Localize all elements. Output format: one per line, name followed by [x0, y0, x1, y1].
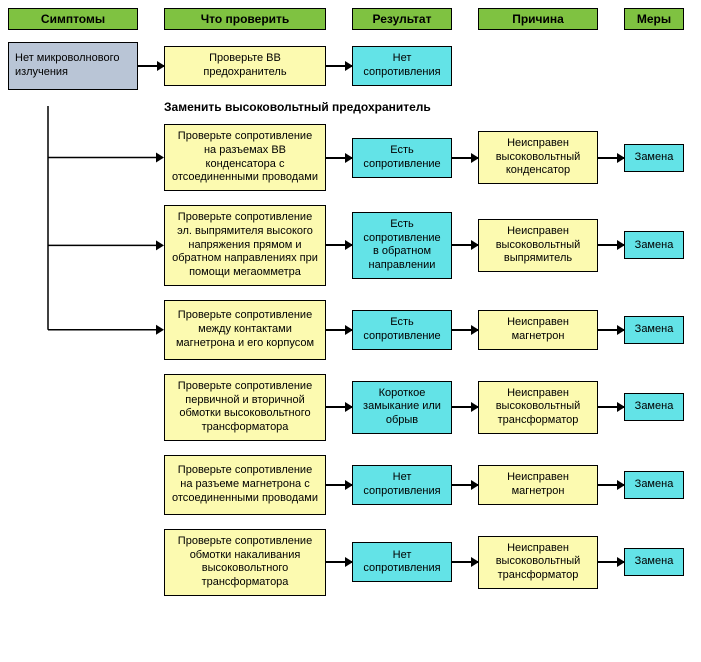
action-box: Замена	[624, 316, 684, 344]
arrow	[326, 65, 352, 67]
note-replace-fuse: Заменить высоковольтный предохранитель	[164, 100, 693, 114]
arrow	[326, 561, 352, 563]
result-box: Есть сопротивление	[352, 310, 452, 350]
result-box: Есть сопротивление	[352, 138, 452, 178]
diagnostic-tree: Проверьте сопротивление на разъемах ВВ к…	[8, 124, 693, 596]
check-box: Проверьте сопротивление эл. выпрямителя …	[164, 205, 326, 286]
result-box: Нет сопротивления	[352, 46, 452, 86]
arrow	[598, 157, 624, 159]
check-box: Проверьте сопротивление на разъемах ВВ к…	[164, 124, 326, 191]
arrow	[452, 561, 478, 563]
arrow	[326, 329, 352, 331]
result-box: Нет сопротивления	[352, 542, 452, 582]
cause-box: Неисправен высоковольтный трансформатор	[478, 536, 598, 589]
arrow	[598, 244, 624, 246]
action-box: Замена	[624, 471, 684, 499]
symptom-box: Нет микроволнового излучения	[8, 42, 138, 90]
header-result: Результат	[352, 8, 452, 30]
cause-box: Неисправен магнетрон	[478, 465, 598, 505]
check-box: Проверьте ВВ предохранитель	[164, 46, 326, 86]
arrow	[598, 561, 624, 563]
arrow	[326, 157, 352, 159]
header-cause: Причина	[478, 8, 598, 30]
diagnostic-row: Проверьте сопротивление первичной и втор…	[8, 374, 693, 441]
arrow	[452, 484, 478, 486]
arrow	[326, 244, 352, 246]
diagnostic-row: Проверьте сопротивление обмотки накалива…	[8, 529, 693, 596]
arrow	[138, 65, 164, 67]
diagnostic-row: Проверьте сопротивление эл. выпрямителя …	[8, 205, 693, 286]
result-box: Короткое замыкание или обрыв	[352, 381, 452, 434]
cause-box: Неисправен высоковольтный трансформатор	[478, 381, 598, 434]
result-box: Нет сопротивления	[352, 465, 452, 505]
check-box: Проверьте сопротивление первичной и втор…	[164, 374, 326, 441]
check-box: Проверьте сопротивление между контактами…	[164, 300, 326, 360]
check-box: Проверьте сопротивление обмотки накалива…	[164, 529, 326, 596]
diagnostic-row: Проверьте сопротивление между контактами…	[8, 300, 693, 360]
arrow	[326, 484, 352, 486]
column-headers: Симптомы Что проверить Результат Причина…	[8, 8, 693, 30]
arrow	[598, 484, 624, 486]
header-check: Что проверить	[164, 8, 326, 30]
action-box: Замена	[624, 144, 684, 172]
cause-box: Неисправен высоковольтный конденсатор	[478, 131, 598, 184]
arrow	[326, 406, 352, 408]
first-row: Нет микроволнового излучения Проверьте В…	[8, 42, 693, 90]
action-box: Замена	[624, 231, 684, 259]
action-box: Замена	[624, 393, 684, 421]
arrow	[598, 329, 624, 331]
check-box: Проверьте сопротивление на разъеме магне…	[164, 455, 326, 515]
arrow	[598, 406, 624, 408]
cause-box: Неисправен высоковольтный выпрямитель	[478, 219, 598, 272]
arrow	[452, 329, 478, 331]
action-box: Замена	[624, 548, 684, 576]
arrow	[452, 406, 478, 408]
header-action: Меры	[624, 8, 684, 30]
header-symptom: Симптомы	[8, 8, 138, 30]
diagnostic-row: Проверьте сопротивление на разъемах ВВ к…	[8, 124, 693, 191]
arrow	[452, 157, 478, 159]
diagnostic-row: Проверьте сопротивление на разъеме магне…	[8, 455, 693, 515]
arrow	[452, 244, 478, 246]
cause-box: Неисправен магнетрон	[478, 310, 598, 350]
result-box: Есть сопротивление в обратном направлени…	[352, 212, 452, 279]
